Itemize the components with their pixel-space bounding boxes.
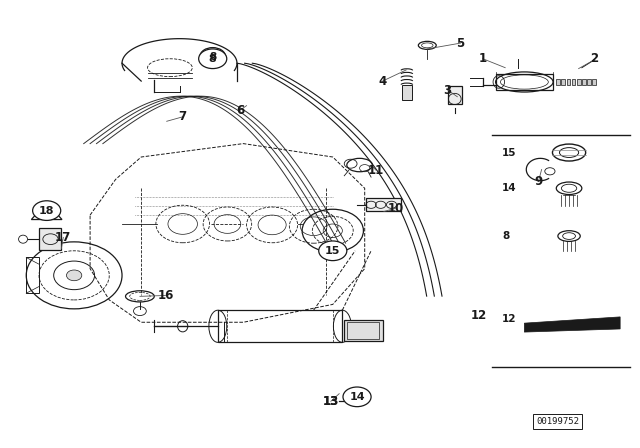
Text: 8: 8 xyxy=(502,231,509,241)
Text: 6: 6 xyxy=(236,103,244,116)
Text: 14: 14 xyxy=(502,183,516,193)
FancyBboxPatch shape xyxy=(402,85,412,100)
Text: 15: 15 xyxy=(325,246,340,256)
FancyBboxPatch shape xyxy=(572,79,575,85)
Text: 8: 8 xyxy=(209,52,216,61)
Text: 8: 8 xyxy=(209,54,216,64)
Circle shape xyxy=(343,387,371,407)
Text: 10: 10 xyxy=(387,202,403,215)
Text: 13: 13 xyxy=(323,395,339,408)
FancyBboxPatch shape xyxy=(448,86,462,104)
FancyBboxPatch shape xyxy=(566,79,570,85)
FancyBboxPatch shape xyxy=(577,79,580,85)
Polygon shape xyxy=(524,317,620,332)
Text: 7: 7 xyxy=(179,110,187,123)
Text: 15: 15 xyxy=(502,147,516,158)
FancyBboxPatch shape xyxy=(582,79,586,85)
FancyBboxPatch shape xyxy=(39,228,61,250)
Text: 3: 3 xyxy=(444,83,452,96)
Circle shape xyxy=(67,270,82,281)
FancyBboxPatch shape xyxy=(592,79,596,85)
Text: 5: 5 xyxy=(456,37,465,50)
Circle shape xyxy=(33,201,61,220)
Text: 14: 14 xyxy=(349,392,365,402)
Text: 17: 17 xyxy=(55,231,72,244)
Text: 1: 1 xyxy=(479,52,487,65)
Text: 13: 13 xyxy=(323,395,339,408)
Text: 12: 12 xyxy=(470,309,486,322)
Text: 11: 11 xyxy=(368,164,385,177)
FancyBboxPatch shape xyxy=(344,319,383,341)
Text: 4: 4 xyxy=(378,74,387,88)
FancyBboxPatch shape xyxy=(587,79,591,85)
Text: 00199752: 00199752 xyxy=(536,417,579,426)
FancyBboxPatch shape xyxy=(556,79,560,85)
Text: 9: 9 xyxy=(534,175,543,188)
FancyBboxPatch shape xyxy=(561,79,565,85)
Circle shape xyxy=(319,241,347,261)
Circle shape xyxy=(200,47,225,65)
Text: 12: 12 xyxy=(502,314,516,324)
FancyBboxPatch shape xyxy=(366,198,401,211)
Text: 16: 16 xyxy=(157,289,173,302)
Text: 18: 18 xyxy=(39,206,54,215)
Text: !: ! xyxy=(45,210,49,219)
Circle shape xyxy=(198,49,227,69)
Text: 2: 2 xyxy=(591,52,598,65)
